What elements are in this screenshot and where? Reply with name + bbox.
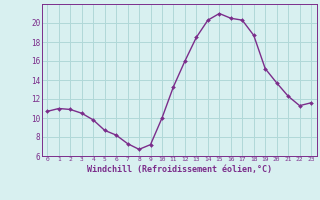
X-axis label: Windchill (Refroidissement éolien,°C): Windchill (Refroidissement éolien,°C) xyxy=(87,165,272,174)
